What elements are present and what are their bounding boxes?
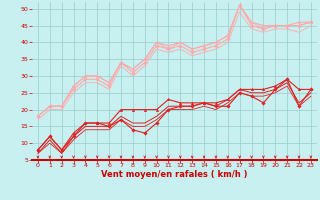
X-axis label: Vent moyen/en rafales ( km/h ): Vent moyen/en rafales ( km/h ) — [101, 170, 248, 179]
